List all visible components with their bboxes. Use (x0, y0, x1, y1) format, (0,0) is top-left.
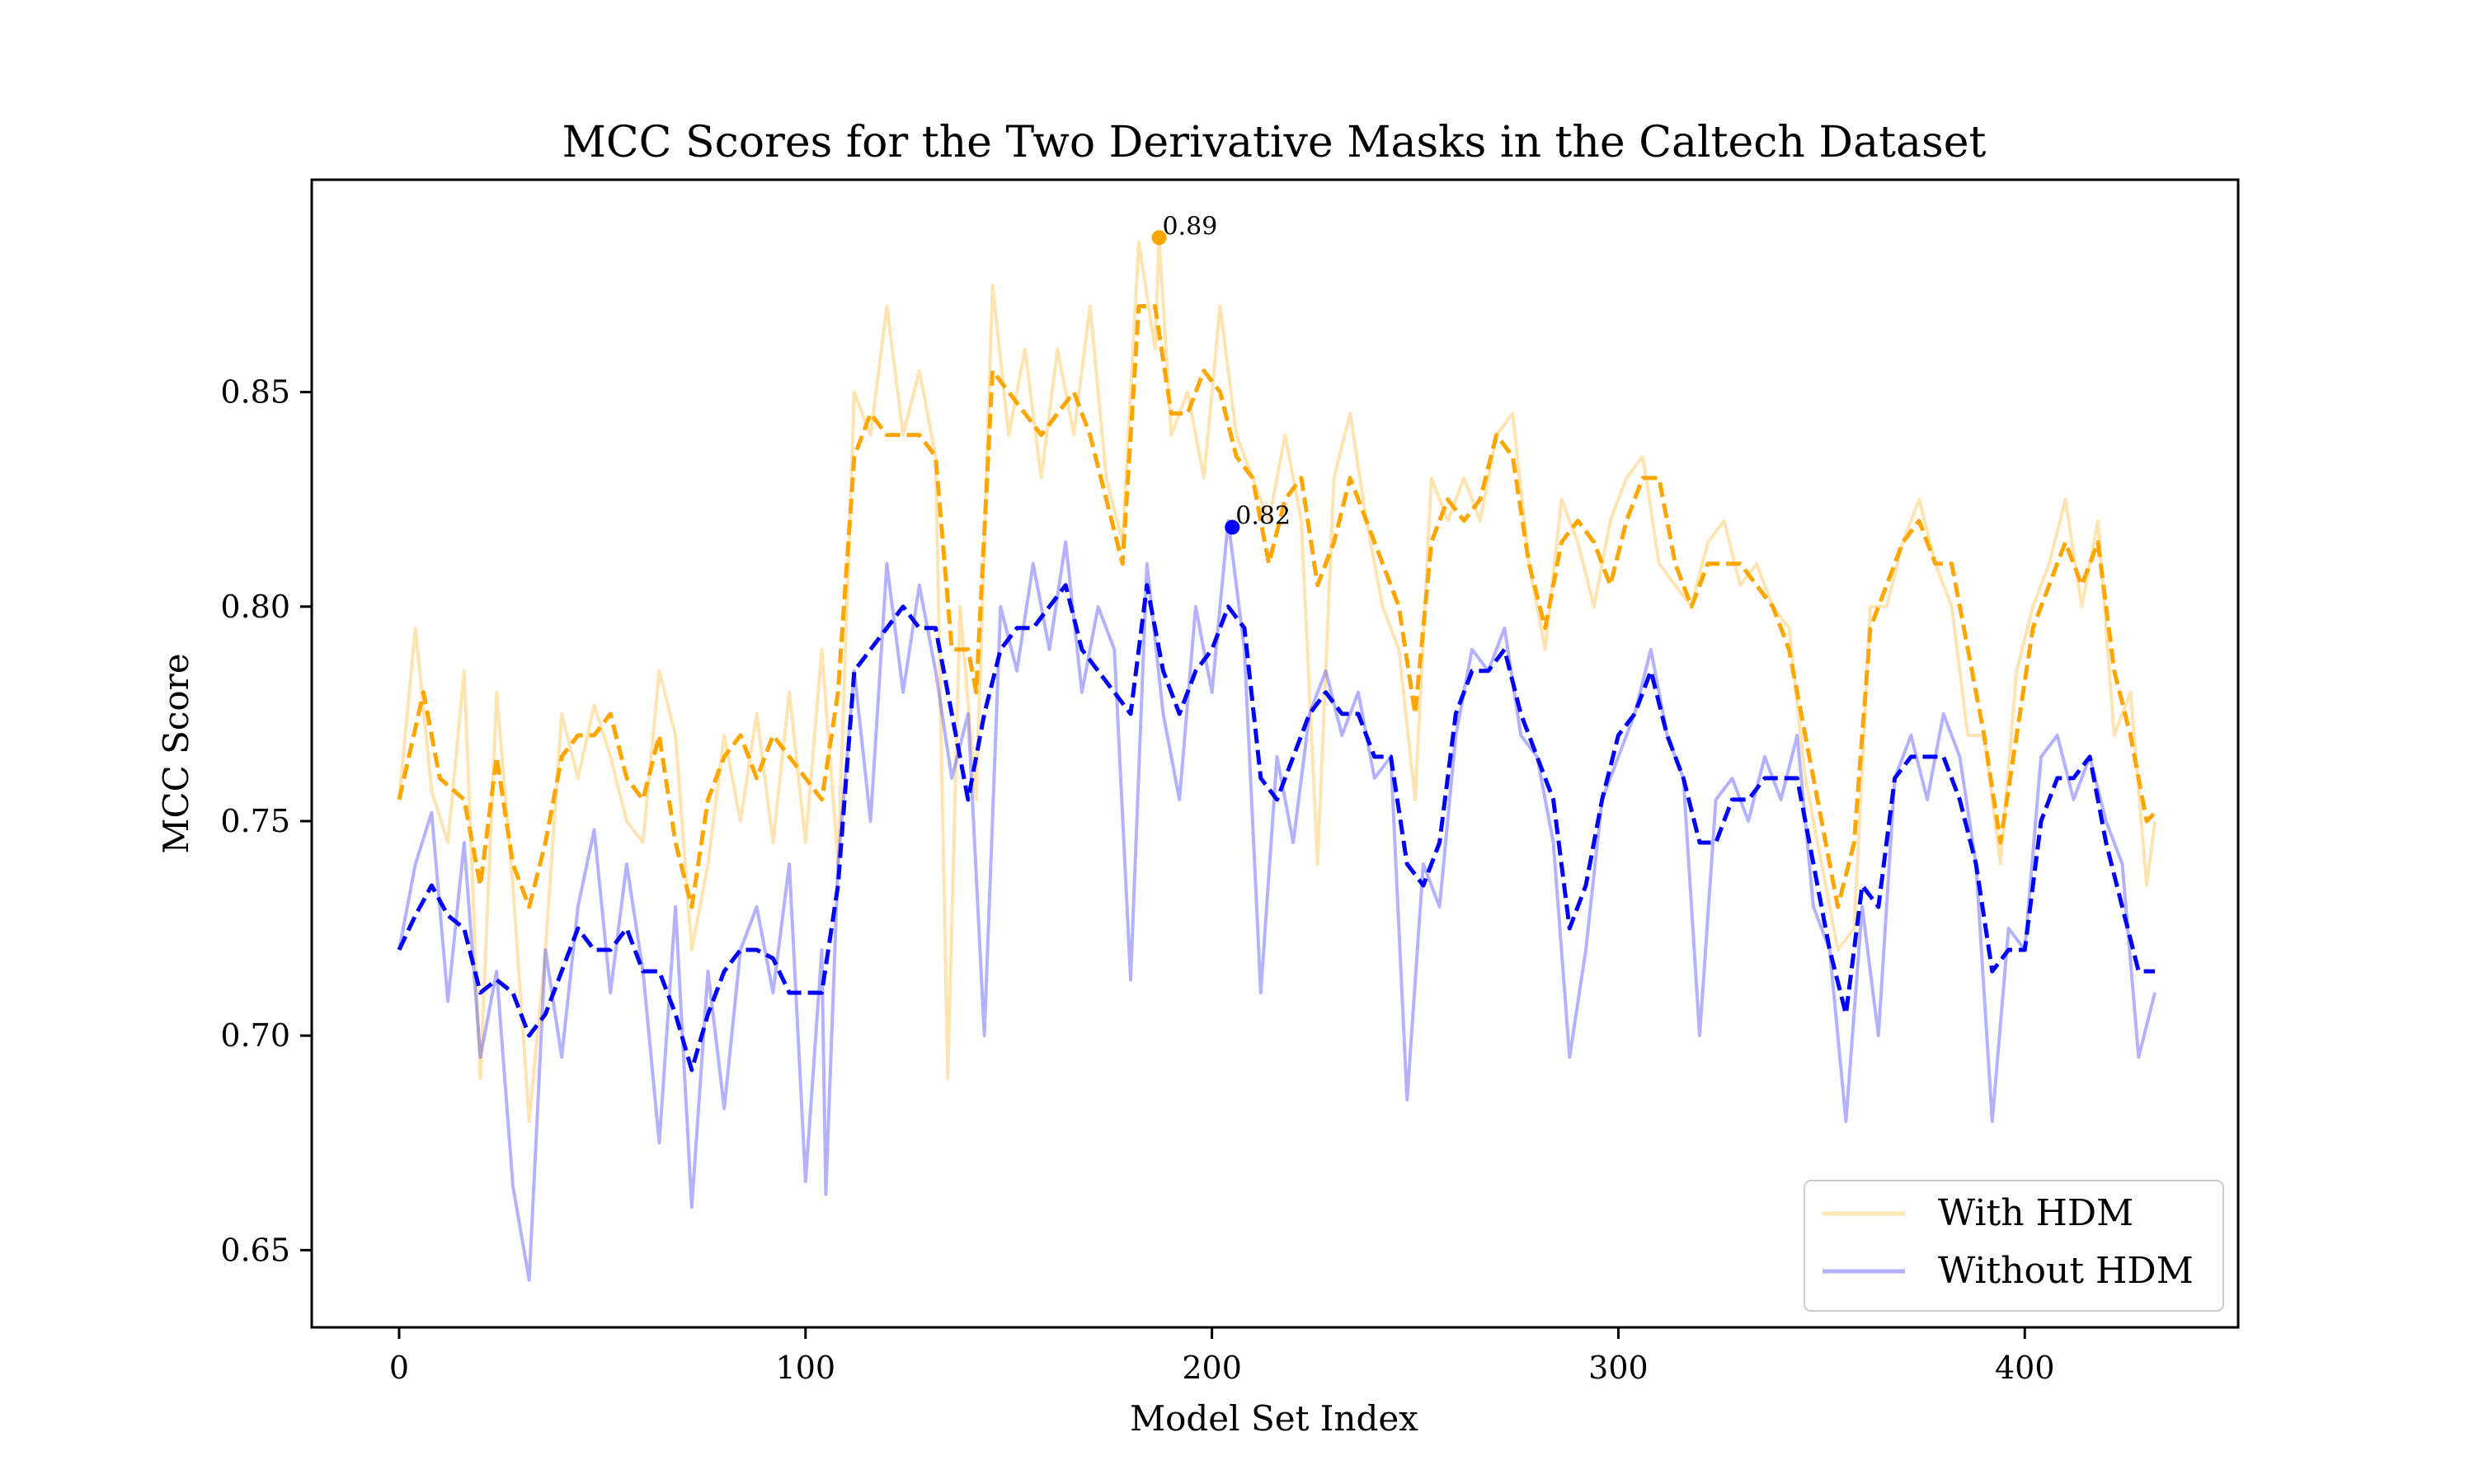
chart-title: MCC Scores for the Two Derivative Masks … (562, 118, 1987, 167)
series-line-1 (397, 519, 2157, 1282)
legend-label-with-hdm: With HDM (1938, 1192, 2133, 1234)
x-axis-label: Model Set Index (1130, 1398, 1418, 1439)
y-tick-label-2: 0.75 (220, 803, 290, 839)
annotations-group: 0.89 0.82 (1151, 212, 1291, 535)
legend-label-without-hdm: Without HDM (1938, 1250, 2194, 1292)
y-tick-label-1: 0.70 (220, 1017, 290, 1054)
y-tick-label-4: 0.85 (220, 374, 290, 411)
plot-area-frame (310, 178, 2240, 1329)
legend: With HDM Without HDM (1804, 1180, 2224, 1312)
x-tick-label-3: 300 (1588, 1350, 1649, 1386)
legend-box (1804, 1180, 2224, 1312)
series-line-0 (397, 236, 2157, 1124)
y-axis-label: MCC Score (156, 653, 196, 853)
y-tick-label-3: 0.80 (220, 589, 290, 625)
max-point-label-1: 0.82 (1235, 502, 1291, 531)
y-tick-label-0: 0.65 (220, 1232, 290, 1268)
x-tick-label-2: 200 (1182, 1350, 1242, 1386)
series-line-2 (397, 304, 2157, 909)
x-axis: 0 100 200 300 400 (389, 1327, 2055, 1386)
max-point-label-0: 0.89 (1163, 212, 1218, 241)
plot-series-group (397, 236, 2157, 1282)
max-point-marker-1 (1225, 519, 1240, 535)
x-tick-label-0: 0 (389, 1350, 409, 1386)
y-axis: 0.65 0.70 0.75 0.80 0.85 (220, 374, 312, 1268)
x-tick-label-1: 100 (776, 1350, 836, 1386)
max-point-marker-0 (1151, 230, 1167, 246)
series-line-3 (397, 583, 2155, 1073)
x-tick-label-4: 400 (1995, 1350, 2055, 1386)
